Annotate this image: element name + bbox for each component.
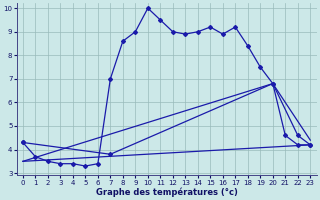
X-axis label: Graphe des températures (°c): Graphe des températures (°c) (96, 187, 237, 197)
